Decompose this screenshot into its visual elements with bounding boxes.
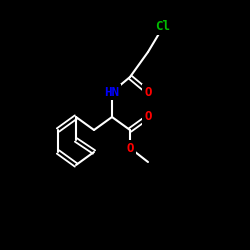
Text: O: O [144,110,152,124]
Text: HN: HN [104,86,120,98]
Text: O: O [144,86,152,98]
Text: O: O [126,142,134,154]
Text: Cl: Cl [156,20,170,34]
